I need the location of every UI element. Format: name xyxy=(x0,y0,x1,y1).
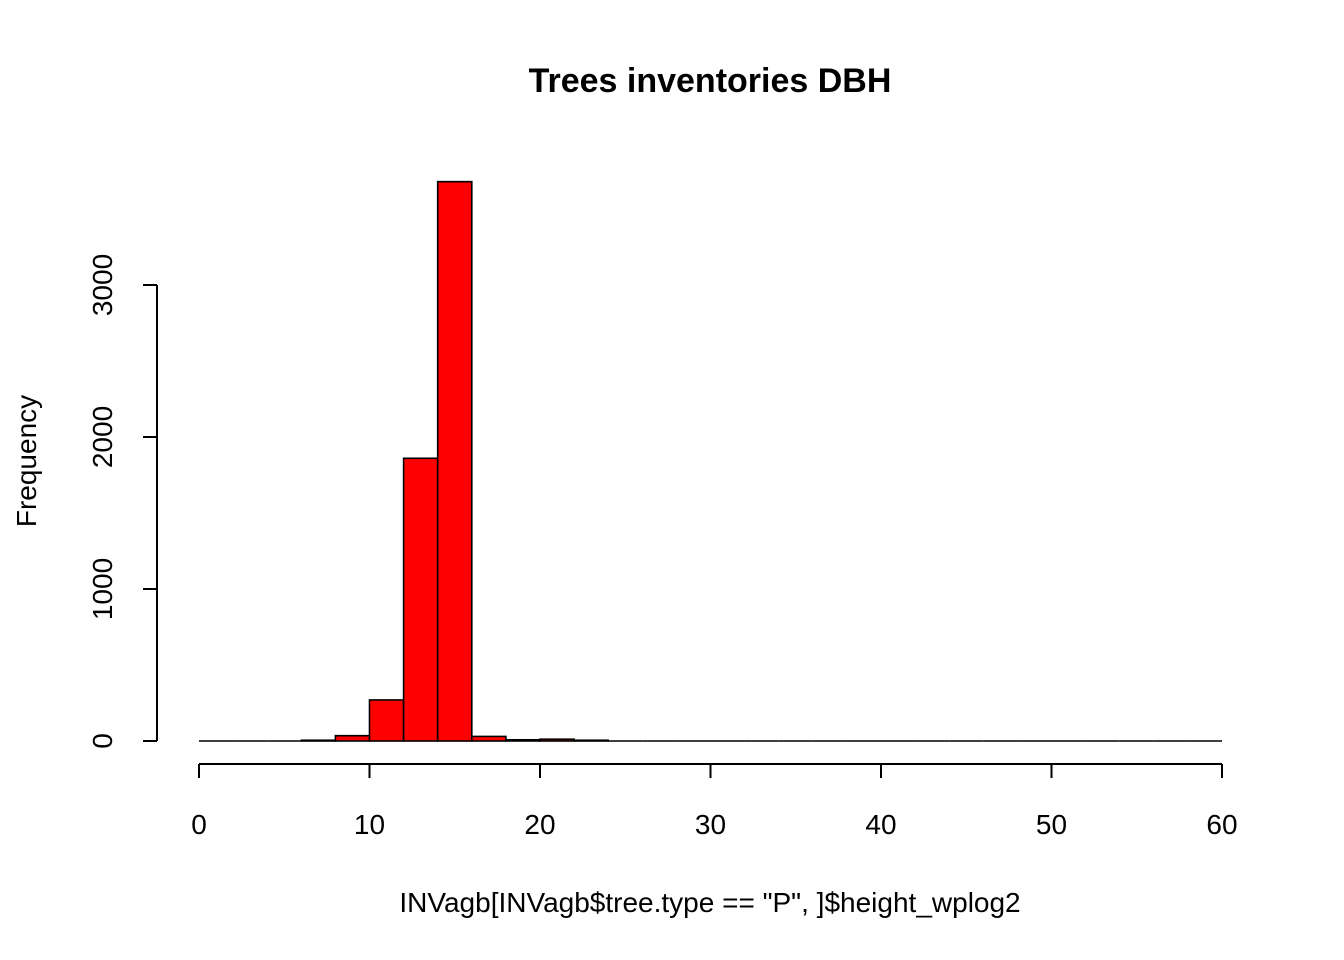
histogram-bar xyxy=(402,457,439,742)
x-tick-label: 60 xyxy=(1206,809,1237,840)
x-tick-label: 40 xyxy=(865,809,896,840)
x-tick-label: 10 xyxy=(354,809,385,840)
y-tick-label: 2000 xyxy=(87,406,118,468)
x-tick-label: 20 xyxy=(524,809,555,840)
chart-title: Trees inventories DBH xyxy=(529,62,892,100)
histogram-bar xyxy=(539,738,575,742)
x-tick-label: 0 xyxy=(191,809,207,840)
histogram-bar xyxy=(334,734,371,742)
x-tick-label: 30 xyxy=(695,809,726,840)
x-axis: 0 10 20 30 40 50 60 xyxy=(191,763,1238,840)
y-tick-label: 0 xyxy=(87,733,118,749)
histogram-bar xyxy=(573,739,609,742)
histogram-bar xyxy=(436,180,473,742)
y-tick-label: 1000 xyxy=(87,558,118,620)
x-axis-label: INVagb[INVagb$tree.type == "P", ]$height… xyxy=(399,887,1020,918)
x-tick-label: 50 xyxy=(1036,809,1067,840)
y-tick-label: 3000 xyxy=(87,254,118,316)
histogram-bar xyxy=(368,699,405,742)
y-axis: 0 1000 2000 3000 xyxy=(87,254,158,749)
y-axis-label: Frequency xyxy=(11,395,42,527)
histogram-bar xyxy=(470,735,507,742)
histogram-bar xyxy=(505,738,541,742)
histogram-bar xyxy=(300,739,337,742)
bars-group xyxy=(199,180,1222,742)
